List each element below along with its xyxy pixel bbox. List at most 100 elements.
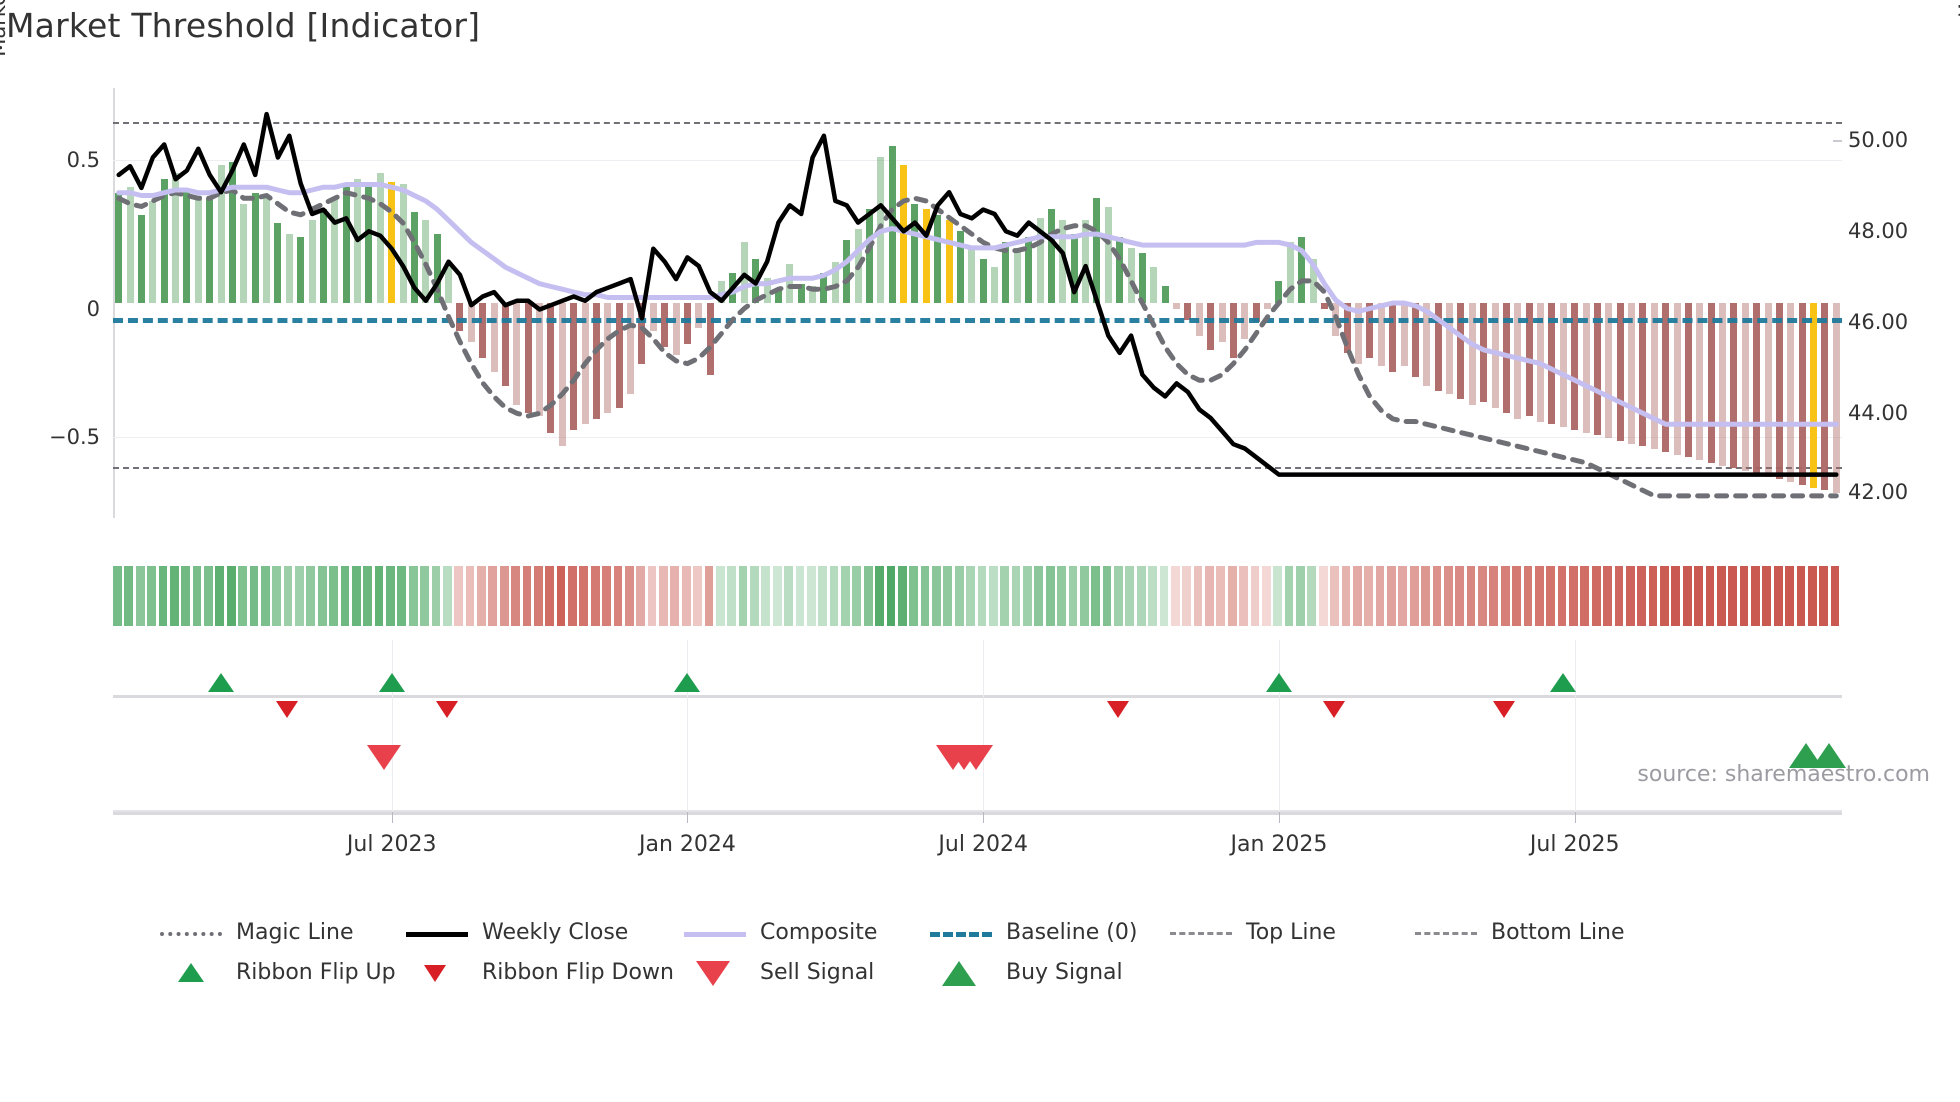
y-axis-left-label: Market Threshold (Composite)	[0, 0, 10, 108]
ribbon-cell	[124, 566, 134, 626]
ribbon-cell	[727, 566, 737, 626]
threshold-bar	[1229, 303, 1237, 359]
ribbon-cell	[135, 566, 145, 626]
ribbon-cell	[1785, 566, 1794, 626]
ribbon-cell	[624, 566, 634, 626]
ribbon-cell	[966, 566, 975, 626]
ribbon-cell	[841, 566, 850, 626]
ribbon-cell	[1205, 566, 1214, 626]
ribbon-cell	[1330, 566, 1339, 626]
ribbon-cell	[1216, 566, 1226, 626]
ribbon-cell	[1352, 566, 1362, 626]
ribbon-cell	[1523, 566, 1533, 626]
threshold-bar	[342, 184, 350, 303]
legend-item-buy-signal[interactable]: Buy Signal	[930, 960, 1123, 986]
legend-item-composite[interactable]: Composite	[684, 920, 877, 945]
ribbon-cell	[932, 566, 941, 626]
ribbon-cell	[988, 566, 998, 626]
threshold-bar	[706, 303, 714, 375]
threshold-bar	[1502, 303, 1510, 414]
legend-item-magic-line[interactable]: Magic Line	[160, 920, 353, 945]
legend-item-weekly-close[interactable]: Weekly Close	[406, 920, 628, 945]
ribbon-cell	[420, 566, 429, 626]
threshold-bar	[638, 303, 646, 364]
legend-label: Magic Line	[236, 920, 354, 945]
ribbon-cell	[454, 566, 464, 626]
ribbon-cell	[408, 566, 418, 626]
solid-line-icon	[406, 923, 468, 943]
ribbon-cell	[795, 566, 805, 626]
threshold-bar	[422, 220, 430, 303]
threshold-bar	[1650, 303, 1658, 450]
regime-ribbon-strip	[113, 566, 1842, 626]
ribbon-cell	[590, 566, 600, 626]
threshold-bar	[661, 303, 669, 348]
threshold-bar	[1582, 303, 1590, 433]
x-axis-tick	[1278, 812, 1280, 823]
x-axis-label: Jul 2024	[938, 832, 1028, 857]
ribbon-cell	[1762, 566, 1772, 626]
threshold-bar	[1775, 303, 1783, 480]
bottom-line	[113, 467, 1842, 469]
ribbon-cell	[1387, 566, 1396, 626]
threshold-bar	[240, 203, 248, 303]
chart-legend: Magic Line Weekly Close Composite Baseli…	[160, 920, 1920, 1000]
threshold-bar	[115, 192, 123, 303]
baseline-zero	[113, 318, 1842, 323]
threshold-bar	[1571, 303, 1579, 430]
legend-item-sell-signal[interactable]: Sell Signal	[684, 960, 874, 986]
ribbon-flip-up-marker	[208, 673, 235, 692]
legend-item-ribbon-flip-up[interactable]: Ribbon Flip Up	[160, 960, 396, 985]
threshold-bar	[1298, 236, 1306, 303]
ribbon-cell	[1489, 566, 1499, 626]
ribbon-cell	[340, 566, 350, 626]
ribbon-cell	[1796, 566, 1806, 626]
ribbon-cell	[1443, 566, 1453, 626]
ribbon-cell	[909, 566, 919, 626]
red-down-triangle-icon	[406, 963, 468, 983]
ribbon-cell	[1318, 566, 1328, 626]
x-axis-tick	[983, 812, 985, 823]
threshold-bar	[1707, 303, 1715, 463]
ribbon-cell	[1773, 566, 1783, 626]
ribbon-cell	[1512, 566, 1521, 626]
threshold-bar	[1719, 303, 1727, 466]
legend-row-2: Ribbon Flip Up Ribbon Flip Down Sell Sig…	[160, 960, 1920, 1000]
threshold-bar	[797, 283, 805, 303]
threshold-bar	[1616, 303, 1624, 441]
ribbon-cell	[351, 566, 361, 626]
ribbon-flip-up-marker	[674, 673, 701, 692]
legend-item-bottom-line[interactable]: Bottom Line	[1415, 920, 1625, 945]
threshold-bar	[1446, 303, 1454, 394]
threshold-bar	[1343, 303, 1351, 353]
ribbon-cell	[1660, 566, 1669, 626]
ribbon-cell	[613, 566, 623, 626]
ribbon-cell	[1739, 566, 1749, 626]
threshold-bar	[1468, 303, 1476, 405]
ribbon-cell	[1227, 566, 1237, 626]
threshold-bar	[922, 209, 930, 303]
ribbon-cell	[670, 566, 680, 626]
legend-item-baseline[interactable]: Baseline (0)	[930, 920, 1137, 945]
ribbon-cell	[442, 566, 452, 626]
threshold-bar	[615, 303, 623, 408]
threshold-bar	[1286, 242, 1294, 303]
threshold-bar	[604, 303, 612, 414]
threshold-bar	[1116, 236, 1124, 303]
threshold-bar	[1673, 303, 1681, 455]
threshold-bar	[1753, 303, 1761, 474]
ribbon-cell	[1751, 566, 1760, 626]
threshold-bar	[991, 267, 999, 303]
threshold-bar	[1662, 303, 1670, 452]
threshold-bar	[911, 203, 919, 303]
threshold-bar	[297, 236, 305, 303]
vertical-gridline	[983, 640, 985, 815]
ribbon-cell	[374, 566, 384, 626]
legend-item-top-line[interactable]: Top Line	[1170, 920, 1336, 945]
threshold-bar	[1411, 303, 1419, 378]
ribbon-cell	[704, 566, 714, 626]
ribbon-cell	[693, 566, 702, 626]
threshold-bar	[547, 303, 555, 433]
threshold-bar	[1013, 247, 1021, 303]
legend-item-ribbon-flip-down[interactable]: Ribbon Flip Down	[406, 960, 674, 985]
